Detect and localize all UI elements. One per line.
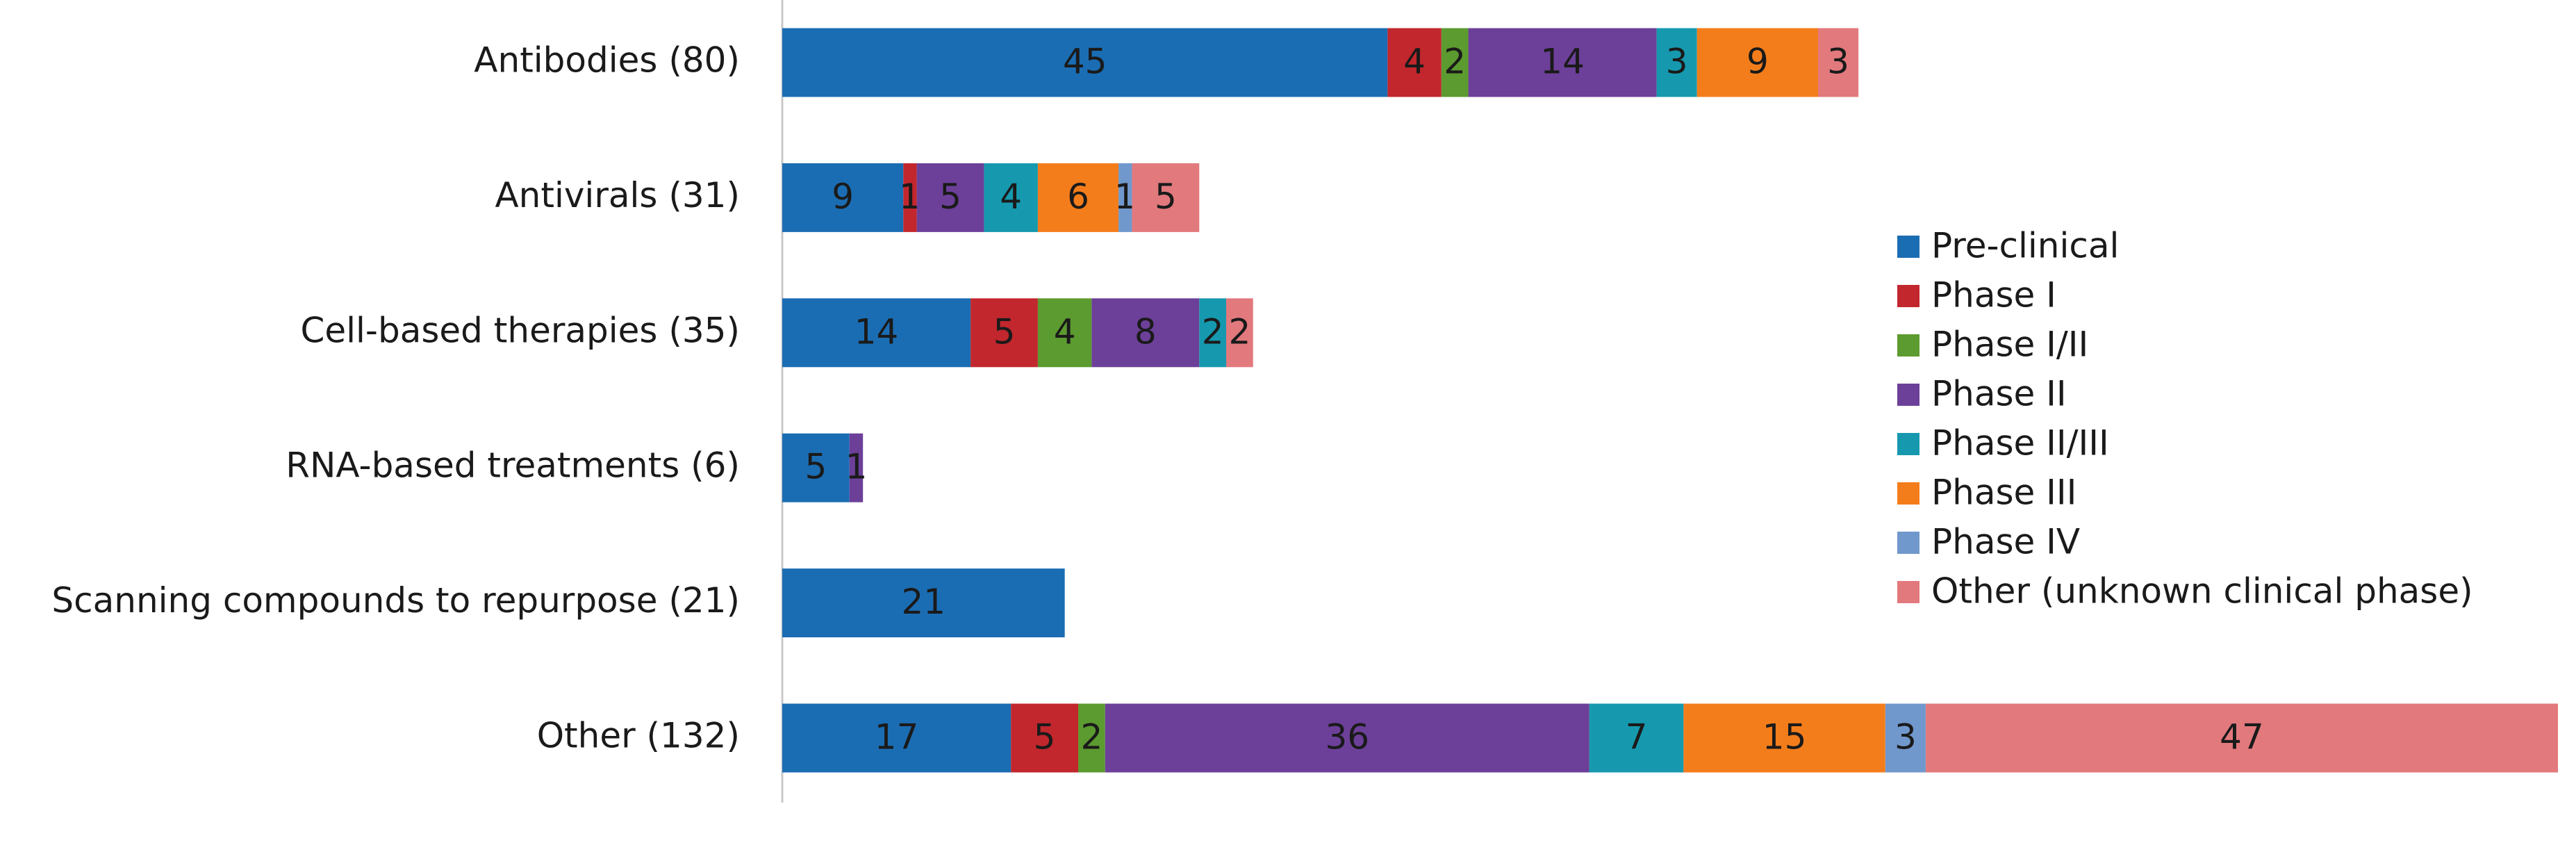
data-label: 21 [902, 582, 946, 622]
legend-swatch [1897, 433, 1919, 455]
category-label: Other (132) [537, 716, 740, 756]
bar-segment [849, 433, 864, 502]
data-label: 3 [1666, 42, 1688, 82]
legend-label: Phase II/III [1931, 423, 2109, 464]
data-label: 4 [1000, 177, 1022, 217]
data-label: 5 [993, 311, 1016, 352]
bar-segment [1105, 703, 1590, 773]
data-label: 9 [1747, 42, 1769, 82]
data-label: 2 [1228, 311, 1250, 352]
data-label: 3 [1894, 717, 1917, 757]
legend-swatch [1897, 482, 1919, 505]
bar-segment [1199, 298, 1226, 368]
bar-segment [1387, 28, 1442, 97]
data-label: 14 [854, 311, 899, 352]
bar-segment [1078, 703, 1105, 773]
legend-swatch [1897, 384, 1919, 406]
bar-segment [1226, 298, 1253, 368]
legend-label: Phase IV [1931, 522, 2080, 562]
data-label: 3 [1827, 42, 1849, 82]
bar-segment [1118, 163, 1132, 232]
data-label: 1 [845, 447, 868, 487]
category-label: RNA-based treatments (6) [286, 445, 740, 486]
bar-segment [782, 703, 1012, 773]
bar-segment [1589, 703, 1684, 773]
data-label: 2 [1202, 311, 1224, 352]
data-label: 5 [1155, 177, 1177, 217]
bar-segment [1091, 298, 1200, 368]
bar-segment [1885, 703, 1926, 773]
bar-segment [782, 433, 850, 502]
bar-segment [1683, 703, 1885, 773]
category-label: Cell-based therapies (35) [300, 310, 740, 350]
legend-label: Phase II [1931, 374, 2067, 414]
category-label: Antibodies (80) [474, 40, 740, 81]
bar-segment [1037, 163, 1119, 232]
data-label: 5 [939, 177, 961, 217]
bar-segment [1441, 28, 1469, 97]
data-label: 17 [875, 717, 919, 757]
legend-label: Other (unknown clinical phase) [1931, 571, 2473, 612]
bar-segment [1925, 703, 2558, 773]
category-label: Antivirals (31) [495, 175, 740, 215]
bar-segment [903, 163, 917, 232]
legend-label: Phase III [1931, 473, 2077, 513]
data-label: 2 [1444, 42, 1466, 82]
data-label: 4 [1054, 311, 1076, 352]
legend-swatch [1897, 334, 1919, 357]
legend-label: Phase I [1931, 275, 2056, 316]
legend-swatch [1897, 532, 1919, 554]
data-label: 47 [2220, 717, 2264, 757]
bar-segment [1656, 28, 1697, 97]
data-label: 5 [1034, 717, 1056, 757]
bar-segment [782, 163, 904, 232]
legend-label: Pre-clinical [1931, 226, 2119, 266]
bar-segment [1696, 28, 1818, 97]
bar-segment [782, 568, 1065, 638]
bar-segment [1132, 163, 1200, 232]
bar-segment [1818, 28, 1859, 97]
legend-swatch [1897, 581, 1919, 603]
data-label: 9 [832, 177, 854, 217]
data-label: 45 [1063, 42, 1107, 82]
bar-segment [1011, 703, 1078, 773]
legend-swatch [1897, 236, 1919, 258]
data-label: 5 [805, 447, 827, 487]
data-label: 15 [1762, 717, 1807, 757]
bar-segment [984, 163, 1038, 232]
bar-segment [782, 28, 1388, 97]
category-label: Scanning compounds to repurpose (21) [51, 580, 740, 621]
data-label: 4 [1403, 42, 1426, 82]
data-label: 8 [1134, 311, 1157, 352]
data-label: 2 [1080, 717, 1103, 757]
data-label: 7 [1626, 717, 1648, 757]
legend-swatch [1897, 285, 1919, 307]
legend-label: Phase I/II [1931, 325, 2088, 365]
bar-segment [971, 298, 1038, 368]
data-label: 6 [1067, 177, 1089, 217]
data-label: 36 [1325, 717, 1369, 757]
bar-segment [916, 163, 984, 232]
data-label: 14 [1540, 42, 1585, 82]
bar-segment [1037, 298, 1092, 368]
bar-segment [782, 298, 971, 368]
bar-segment [1468, 28, 1657, 97]
